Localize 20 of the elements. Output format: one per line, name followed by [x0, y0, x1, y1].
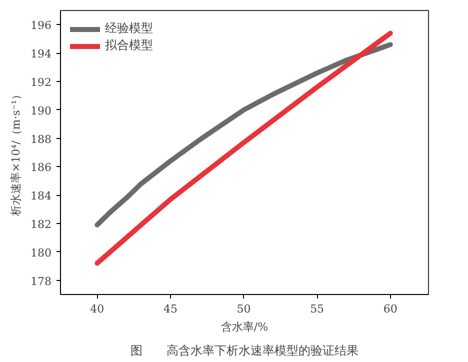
- y-tick-label: 180: [30, 246, 52, 260]
- y-tick-label: 186: [30, 161, 52, 174]
- legend-label: 拟合模型: [105, 37, 153, 54]
- x-tick-label: 50: [236, 302, 251, 316]
- y-tick-label: 182: [30, 218, 52, 231]
- x-tick-label: 60: [383, 302, 398, 316]
- y-tick-label: 196: [30, 19, 52, 32]
- legend-label: 经验模型: [105, 20, 153, 37]
- y-tick-label: 188: [30, 132, 52, 146]
- y-tick-label: 178: [30, 274, 52, 288]
- x-tick-label: 40: [90, 302, 104, 316]
- y-axis-title: 析水速率×10⁴/（m·s⁻¹）: [10, 88, 23, 218]
- y-tick-label: 192: [30, 76, 52, 89]
- y-tick-label: 194: [30, 48, 52, 61]
- y-tick-label: 184: [30, 190, 52, 203]
- text: 图 高含水率下析水速率模型的验证结果: [130, 344, 358, 358]
- x-axis-title: 含水率/%: [220, 320, 268, 334]
- y-tick-label: 190: [30, 104, 52, 118]
- x-tick-label: 55: [310, 302, 324, 316]
- x-tick-label: 45: [163, 302, 178, 316]
